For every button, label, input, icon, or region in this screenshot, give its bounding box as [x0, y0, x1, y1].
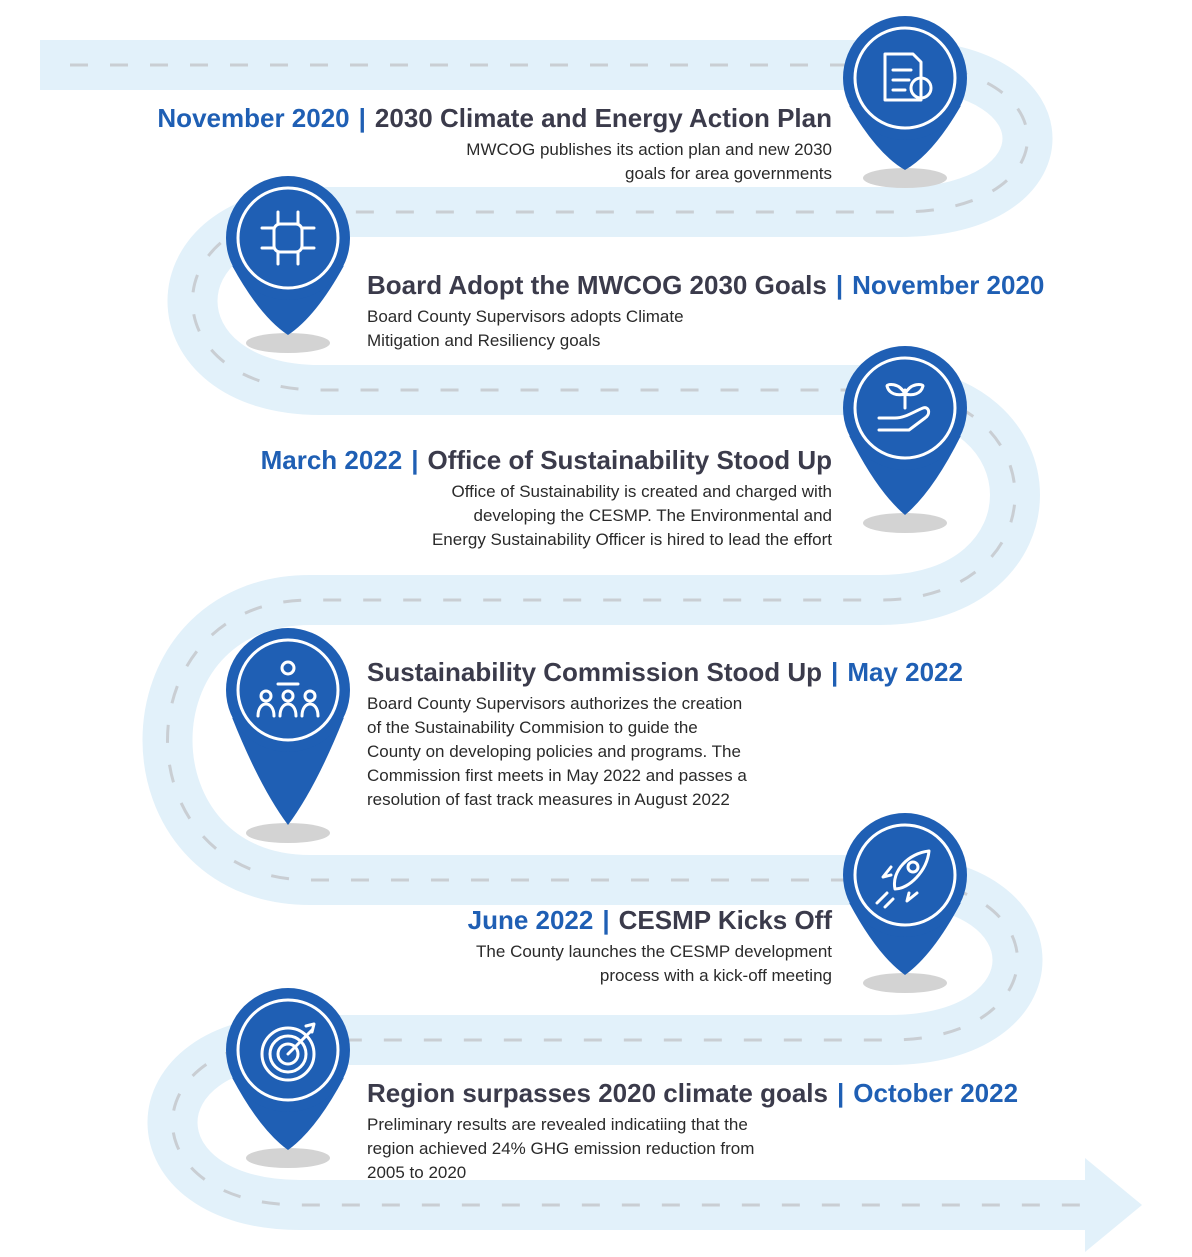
milestone: June 2022 | CESMP Kicks Off The County laun…	[468, 813, 967, 993]
road	[40, 40, 1142, 1252]
road-arrow	[1085, 1158, 1142, 1252]
milestone-description: Commission first meets in May 2022 and p…	[367, 766, 747, 785]
icon-hands	[260, 210, 316, 266]
pin-ring	[853, 823, 957, 927]
heading-separator: |	[411, 445, 418, 475]
pin-shadow	[246, 333, 330, 353]
milestone-heading: November 2020 | 2030 Climate and Energy Ac…	[157, 103, 832, 133]
pin-icon	[883, 52, 933, 102]
milestone-description: of the Sustainability Commision to guide…	[367, 718, 698, 737]
road-center-line	[70, 63, 1080, 1207]
milestone: Board Adopt the MWCOG 2030 Goals | Novembe…	[226, 176, 1044, 353]
heading-title: Sustainability Commission Stood Up	[367, 657, 822, 687]
icon-target	[909, 76, 933, 100]
milestone-description: The County launches the CESMP developmen…	[476, 942, 832, 961]
milestone-description: Mitigation and Resiliency goals	[367, 331, 600, 350]
heading-title: Office of Sustainability Stood Up	[428, 445, 832, 475]
icon-person	[259, 689, 273, 703]
pin-ring	[236, 998, 340, 1102]
icon-speaker	[280, 660, 296, 676]
milestone-description: resolution of fast track measures in Aug…	[367, 790, 730, 809]
pin-head	[226, 988, 350, 1112]
icon-document	[883, 52, 923, 102]
heading-separator: |	[602, 905, 609, 935]
milestone-description: County on developing policies and progra…	[367, 742, 741, 761]
milestone-heading: Sustainability Commission Stood Up | May 2…	[367, 657, 963, 687]
pin-shadow	[246, 823, 330, 843]
pin-ring	[853, 356, 957, 460]
heading-title: Region surpasses 2020 climate goals	[367, 1078, 828, 1108]
pin-icon	[256, 660, 320, 718]
pin-head	[843, 813, 967, 937]
milestone-heading: March 2022 | Office of Sustainability Stoo…	[261, 445, 832, 475]
heading-date: May 2022	[847, 657, 963, 687]
milestone-description: Energy Sustainability Officer is hired t…	[432, 530, 832, 549]
milestone: November 2020 | 2030 Climate and Energy Ac…	[157, 16, 967, 188]
milestone-heading: Board Adopt the MWCOG 2030 Goals | Novembe…	[367, 270, 1044, 300]
pin-icon	[877, 382, 931, 432]
heading-title: Board Adopt the MWCOG 2030 Goals	[367, 270, 827, 300]
milestone: Sustainability Commission Stood Up | May 2…	[226, 628, 963, 843]
icon-target-ring	[260, 1026, 316, 1082]
milestone: March 2022 | Office of Sustainability Stoo…	[261, 346, 967, 549]
pin-shadow	[863, 168, 947, 188]
heading-date: June 2022	[468, 905, 594, 935]
heading-date: March 2022	[261, 445, 403, 475]
pin-ring	[236, 186, 340, 290]
pin-shadow	[863, 973, 947, 993]
road-band	[40, 40, 1095, 1230]
heading-date: November 2020	[157, 103, 349, 133]
milestone-description: region achieved 24% GHG emission reducti…	[367, 1139, 754, 1158]
heading-date: November 2020	[852, 270, 1044, 300]
pin-icon	[260, 1022, 316, 1082]
milestone-description: Preliminary results are revealed indicat…	[367, 1115, 748, 1134]
heading-separator: |	[837, 1078, 844, 1108]
milestone-heading: June 2022 | CESMP Kicks Off	[468, 905, 833, 935]
milestone-heading: Region surpasses 2020 climate goals | Octo…	[367, 1078, 1018, 1108]
milestone-description: goals for area governments	[625, 164, 832, 183]
icon-arrow	[286, 1022, 316, 1056]
pin-icon	[875, 849, 931, 909]
pin-shadow	[863, 513, 947, 533]
milestone: Region surpasses 2020 climate goals | Octo…	[226, 988, 1018, 1182]
icon-rocket-window	[906, 860, 920, 874]
icon-rocket	[875, 849, 931, 909]
pin-ring	[853, 26, 957, 130]
icon-person	[303, 689, 317, 703]
icon-people	[256, 682, 320, 718]
icon-person	[281, 689, 295, 703]
heading-date: October 2022	[853, 1078, 1018, 1108]
icon-plant	[877, 382, 931, 432]
milestone-description: Office of Sustainability is created and …	[451, 482, 832, 501]
milestone-description: 2005 to 2020	[367, 1163, 466, 1182]
pin-ring	[236, 638, 340, 742]
pin-icon	[260, 210, 316, 266]
milestone-description: Board County Supervisors adopts Climate	[367, 307, 684, 326]
heading-separator: |	[836, 270, 843, 300]
heading-title: CESMP Kicks Off	[619, 905, 833, 935]
pin-head	[226, 176, 350, 300]
icon-hands-center	[272, 222, 304, 254]
milestone-description: process with a kick-off meeting	[600, 966, 832, 985]
milestone-description: developing the CESMP. The Environmental …	[474, 506, 833, 525]
pin-shadow	[246, 1148, 330, 1168]
heading-separator: |	[831, 657, 838, 687]
heading-separator: |	[359, 103, 366, 133]
milestone-description: Board County Supervisors authorizes the …	[367, 694, 742, 713]
heading-title: 2030 Climate and Energy Action Plan	[375, 103, 832, 133]
milestone-description: MWCOG publishes its action plan and new …	[466, 140, 832, 159]
icon-target-ring	[268, 1034, 308, 1074]
icon-target-ring	[276, 1042, 300, 1066]
pin-head	[843, 16, 967, 140]
